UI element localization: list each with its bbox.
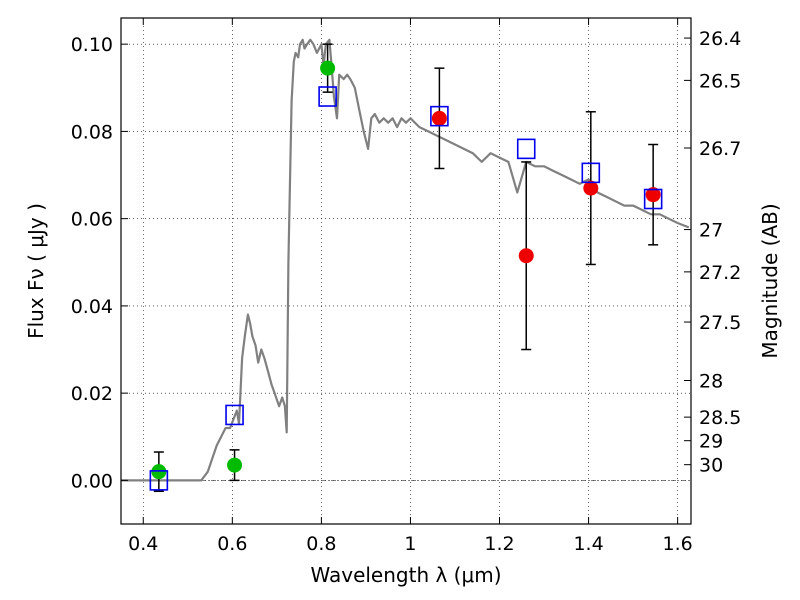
y-tick-label: 0.10 <box>71 34 113 56</box>
x-tick-label: 0.8 <box>306 533 336 555</box>
x-tick-label: 1.4 <box>573 533 603 555</box>
model-flux-square <box>516 138 536 160</box>
magnitude-tick-label: 28 <box>699 370 723 392</box>
model-flux-square <box>430 105 449 127</box>
magnitude-tick-label: 29 <box>699 431 723 453</box>
y-tick-label: 0.04 <box>71 296 113 318</box>
model-flux-square <box>643 188 663 210</box>
y-tick-label: 0.00 <box>71 470 113 492</box>
model-spectrum <box>121 38 690 482</box>
x-tick-label: 1.6 <box>663 533 693 555</box>
magnitude-tick-label: 30 <box>699 455 723 477</box>
model-flux-square <box>318 86 337 107</box>
y-tick-labels: 0.00 0.02 0.04 0.06 0.08 0.10 <box>71 34 113 492</box>
green-photometry-point <box>320 60 336 76</box>
magnitude-tick-label: 26.4 <box>699 28 741 50</box>
right-axis-label: Magnitude (AB) <box>758 203 782 358</box>
y-tick-label: 0.02 <box>71 383 113 405</box>
red-photometry-point <box>583 180 599 196</box>
y-tick-label: 0.06 <box>71 209 113 231</box>
model-flux-square <box>581 162 601 184</box>
x-tick-label: 0.6 <box>217 533 247 555</box>
model-spectrum-line <box>121 38 690 482</box>
magnitude-tick-label: 28.5 <box>699 407 741 429</box>
y-axis-label: Flux Fν ( μJy ) <box>24 203 48 339</box>
red-photometry-point <box>431 110 447 126</box>
red-photometry-point <box>518 248 534 264</box>
model-flux-square <box>225 404 244 426</box>
x-tick-labels: 0.4 0.6 0.8 1 1.2 1.4 1.6 <box>128 533 693 555</box>
plot-frame <box>120 17 692 525</box>
x-tick-label: 1.2 <box>484 533 514 555</box>
x-axis-label: Wavelength λ (μm) <box>310 563 501 587</box>
magnitude-tick-label: 27 <box>699 220 723 242</box>
magnitude-tick-label: 27.2 <box>699 262 741 284</box>
green-photometry-point <box>227 457 243 473</box>
magnitude-tick-label: 26.5 <box>699 70 741 92</box>
y-tick-label: 0.08 <box>71 121 113 143</box>
magnitude-tick-label: 26.7 <box>699 138 741 160</box>
model-flux-square <box>149 470 169 491</box>
red-photometry-point <box>645 187 661 203</box>
x-tick-label: 0.4 <box>128 533 158 555</box>
data-markers <box>149 60 663 491</box>
magnitude-tick-label: 27.5 <box>699 312 741 334</box>
x-tick-label: 1 <box>404 533 416 555</box>
axis-ticks <box>121 18 691 524</box>
grid-lines <box>121 18 691 524</box>
